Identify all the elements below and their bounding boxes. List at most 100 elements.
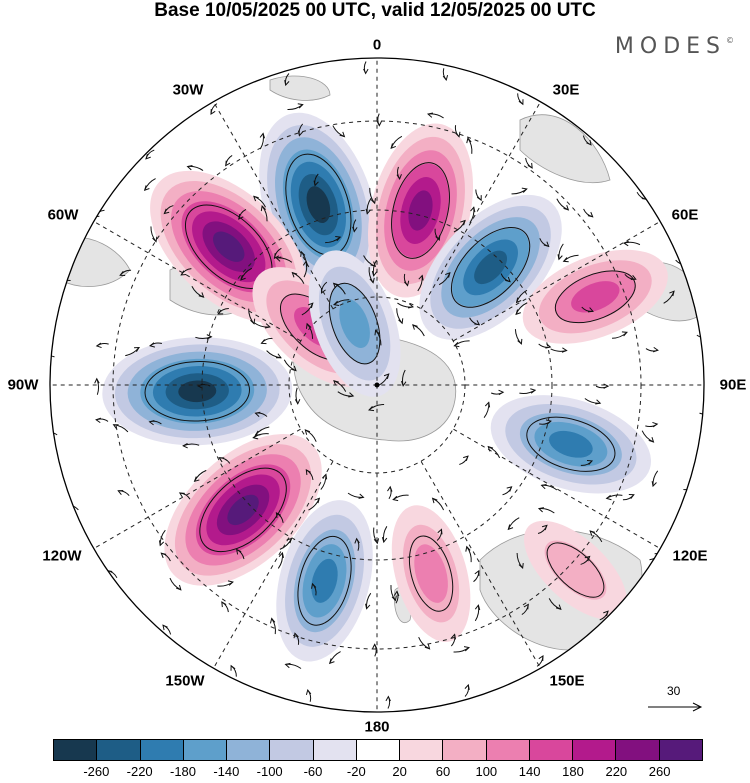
map-disk	[43, 58, 704, 712]
wind-arrow-head	[354, 537, 360, 544]
wind-arrow-head	[197, 383, 203, 389]
wind-arrow-head	[217, 309, 224, 315]
wind-arrow-head	[218, 457, 225, 463]
latitude-circle-2	[201, 209, 553, 561]
vector-reference-arrow	[648, 702, 703, 712]
wind-arrow-head	[297, 130, 304, 137]
wind-arrow-head	[595, 399, 602, 405]
wind-arrow-head	[474, 569, 480, 576]
wind-arrow-head	[442, 75, 449, 82]
wind-arrow-head	[605, 494, 612, 501]
wind-arrow-head	[426, 112, 434, 118]
wind-arrow-head	[630, 274, 637, 280]
wind-arrow-head	[498, 389, 505, 396]
wind-arrow-head	[193, 476, 200, 483]
wind-arrow-head	[186, 164, 193, 171]
wind-arrow-head	[507, 524, 514, 531]
lon-label-120e: 120E	[672, 547, 708, 565]
colorbar-cell	[659, 740, 702, 760]
positive-anomaly-center	[164, 434, 322, 586]
wind-arrow-head	[621, 331, 628, 337]
colorbar	[53, 739, 703, 761]
wind-arrow-head	[339, 131, 346, 138]
wind-vectors	[43, 61, 704, 709]
wind-arrow-head	[437, 528, 443, 535]
colorbar-tick-label: 60	[435, 764, 451, 779]
wind-arrow-head	[304, 429, 311, 435]
wind-arrow-head	[369, 277, 375, 284]
wind-arrow-head	[300, 250, 306, 257]
wind-arrow-head	[320, 287, 326, 294]
wind-arrow-head	[227, 580, 234, 586]
lon-label-30w: 30W	[172, 81, 204, 99]
colorbar-cell	[183, 740, 228, 760]
wind-arrow-head	[259, 132, 266, 139]
wind-arrow-head	[253, 195, 259, 202]
wind-arrow-head	[240, 275, 246, 281]
wind-arrow-head	[182, 442, 188, 449]
wind-arrow-head	[370, 261, 377, 268]
wind-arrow-head	[311, 582, 317, 589]
wind-arrow-head	[50, 430, 51, 437]
wind-arrow-head	[43, 355, 48, 360]
wind-arrow-head	[252, 434, 259, 440]
wind-arrow-head	[119, 271, 126, 276]
wind-arrow-head	[392, 495, 399, 502]
wind-arrow-head	[58, 280, 65, 286]
wind-arrow-head	[305, 469, 311, 475]
wind-arrow-head	[703, 333, 704, 340]
brand-text: MODES	[614, 34, 726, 59]
wind-arrow-head	[66, 504, 73, 510]
wind-arrow-head	[689, 484, 696, 490]
wind-arrow-head	[225, 160, 231, 167]
wind-arrow-head	[476, 195, 482, 202]
wind-arrow-head	[390, 143, 397, 150]
wind-arrow-head	[464, 683, 470, 690]
wind-arrow-head	[521, 187, 528, 193]
colorbar-tick-label: 220	[605, 764, 628, 779]
wind-arrow-head	[555, 604, 562, 611]
wind-arrow-head	[333, 300, 340, 306]
wind-arrow-head	[148, 419, 155, 426]
colorbar-tick-label: 100	[475, 764, 498, 779]
positive-anomaly-center	[391, 505, 471, 642]
wind-arrow-head	[352, 226, 358, 233]
colorbar-tick-label: 260	[648, 764, 671, 779]
wind-arrow-head	[293, 632, 299, 639]
wind-arrow-head	[358, 493, 365, 499]
colorbar-tick-label: -260	[83, 764, 110, 779]
wind-arrow-head	[250, 318, 256, 325]
wind-arrow-head	[460, 219, 466, 226]
wind-arrow-head	[275, 353, 282, 359]
wind-arrow-head	[517, 338, 523, 345]
wind-arrow-head	[152, 236, 158, 243]
wind-arrow-head	[396, 174, 402, 181]
wind-arrow-head	[431, 497, 438, 504]
wind-arrow-head	[95, 417, 102, 424]
wind-arrow-head	[371, 270, 378, 277]
colorbar-tick-label: 180	[562, 764, 584, 779]
lon-label-0: 0	[372, 36, 382, 54]
wind-arrow-head	[505, 276, 511, 283]
negative-anomaly-center	[259, 112, 378, 297]
wind-arrow-head	[278, 551, 284, 558]
colorbar-tick-label: -20	[346, 764, 366, 779]
wind-arrow-head	[160, 552, 167, 559]
colorbar-cell	[270, 740, 314, 760]
lon-label-90w: 90W	[7, 376, 39, 394]
colorbar-ticks: -260 -220 -180 -140 -100 -60 -20 20 60 100 140 180 2…	[53, 764, 703, 782]
positive-anomaly-center	[522, 249, 668, 344]
map-boundary	[49, 57, 705, 713]
copyright-mark: ©	[726, 35, 734, 45]
wind-arrow	[50, 355, 55, 359]
colorbar-tick-label: -100	[256, 764, 283, 779]
wind-arrow-head	[284, 80, 290, 87]
wind-arrow-head	[586, 139, 592, 146]
wind-arrow-head	[269, 617, 276, 624]
wind-arrow-head	[371, 643, 378, 650]
wind-arrow-head	[398, 318, 404, 325]
wind-arrow-head	[530, 388, 537, 394]
wind-arrow-head	[543, 241, 550, 248]
wind-arrow-head	[523, 603, 529, 610]
wind-arrow-head	[669, 290, 675, 297]
